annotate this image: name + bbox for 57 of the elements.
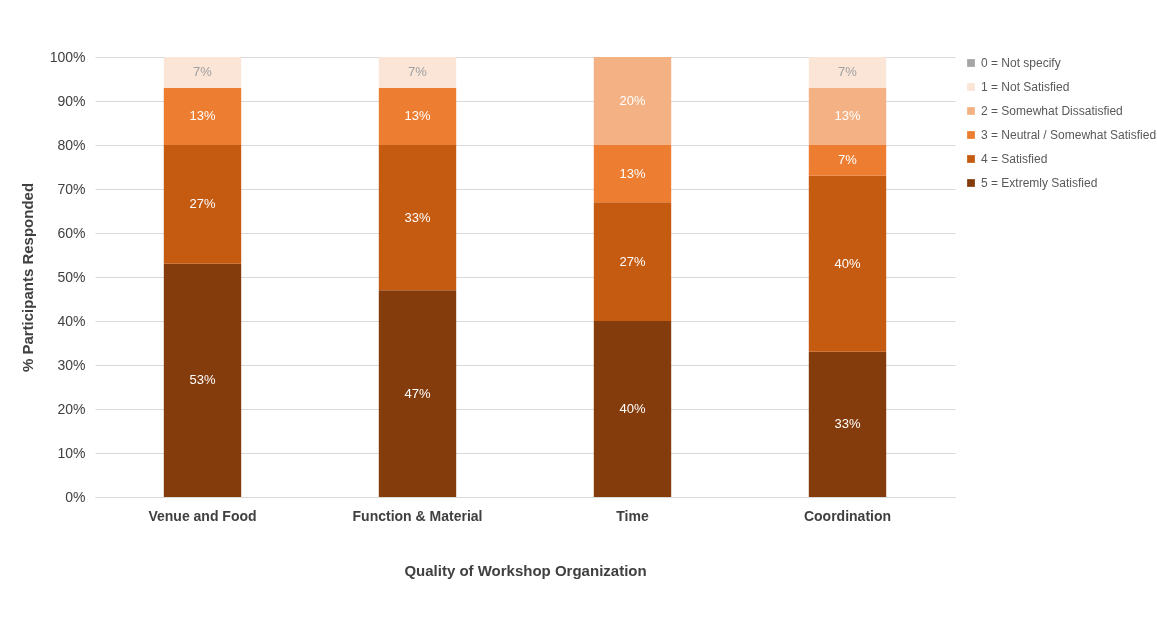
- legend-label: 4 = Satisfied: [981, 152, 1048, 166]
- data-label: 7%: [193, 64, 213, 80]
- data-label: 53%: [189, 372, 216, 388]
- y-tick-label: 50%: [57, 268, 86, 285]
- x-axis-title: Quality of Workshop Organization: [404, 561, 647, 579]
- data-label: 7%: [838, 152, 858, 168]
- bar: [378, 57, 457, 88]
- y-tick-label: 40%: [57, 312, 86, 329]
- bar: [808, 351, 887, 497]
- data-label: 40%: [619, 401, 646, 416]
- y-tick-label: 30%: [57, 356, 86, 373]
- data-label: 13%: [189, 108, 216, 124]
- y-tick-label: 100%: [49, 48, 86, 65]
- legend-label: 2 = Somewhat Dissatisfied: [981, 104, 1123, 118]
- data-label: 40%: [834, 255, 861, 271]
- y-tick-label: 0%: [65, 488, 86, 505]
- bar: [163, 87, 242, 145]
- bar: [378, 87, 457, 145]
- data-label: 33%: [404, 209, 431, 225]
- bar: [593, 321, 672, 497]
- legend-label: 5 = Extremly Satisfied: [981, 176, 1098, 190]
- legend-label: 3 = Neutral / Somewhat Satisfied: [981, 128, 1157, 142]
- x-tick-label: Function & Material: [352, 507, 483, 524]
- bar: [163, 263, 242, 497]
- y-tick-label: 60%: [57, 224, 86, 241]
- legend-label: 1 = Not Satisfied: [981, 80, 1070, 94]
- data-label: 47%: [404, 385, 431, 401]
- y-tick-label: 80%: [57, 136, 86, 153]
- y-tick-label: 20%: [57, 400, 86, 417]
- bar: [378, 145, 457, 291]
- data-label: 13%: [404, 108, 431, 124]
- data-label: 20%: [619, 93, 646, 108]
- y-axis-title: % Participants Responded: [18, 182, 36, 373]
- data-label: 13%: [619, 165, 646, 181]
- y-tick-label: 70%: [57, 180, 86, 197]
- bar: [593, 57, 672, 145]
- bar: [163, 57, 242, 88]
- x-tick-label: Venue and Food: [148, 507, 257, 524]
- bar: [808, 145, 887, 176]
- y-tick-label: 90%: [57, 92, 86, 109]
- bar: [808, 175, 887, 352]
- bar: [593, 202, 672, 321]
- bar: [163, 145, 242, 264]
- data-label: 7%: [838, 64, 858, 80]
- data-label: 7%: [408, 64, 428, 80]
- y-tick-label: 10%: [57, 444, 86, 461]
- data-label: 27%: [619, 253, 646, 269]
- legend-label: 0 = Not specify: [981, 56, 1061, 70]
- bar: [808, 57, 887, 88]
- data-label: 33%: [834, 416, 861, 432]
- x-tick-label: Time: [616, 507, 649, 524]
- data-label: 27%: [189, 196, 216, 212]
- bar: [593, 145, 672, 203]
- x-tick-label: Coordination: [803, 507, 892, 524]
- bar: [378, 290, 457, 497]
- bar: [808, 87, 887, 145]
- data-label: 13%: [834, 108, 861, 124]
